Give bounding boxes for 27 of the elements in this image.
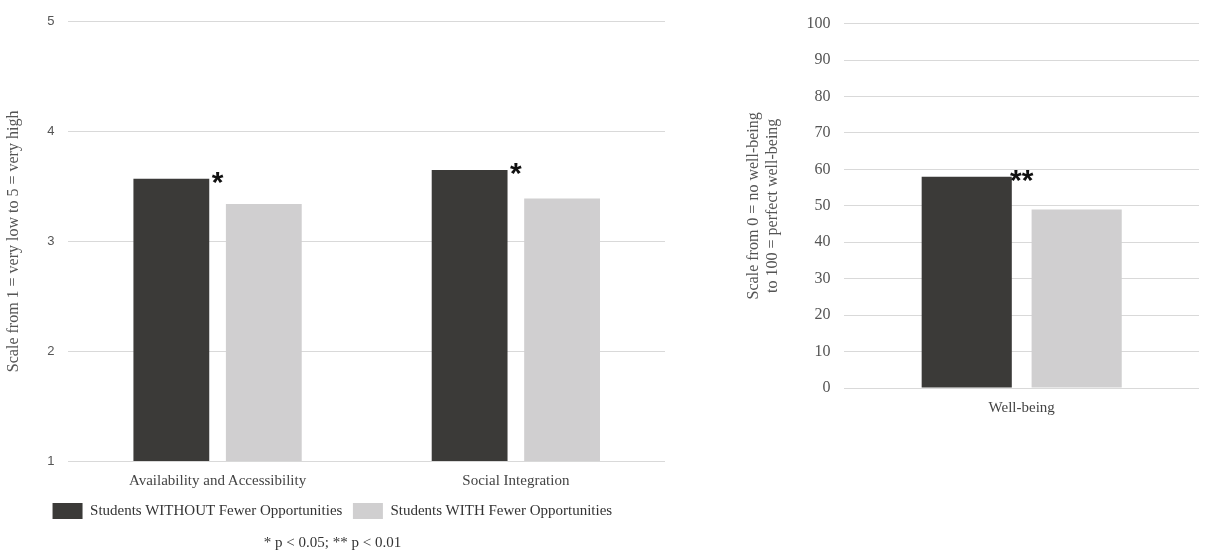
y-tick-label: 60 [814, 159, 831, 177]
y-tick-label: 10 [814, 341, 831, 359]
y-tick-label: 100 [806, 13, 831, 31]
y-tick-label: 4 [47, 123, 55, 139]
legend-label: Students WITHOUT Fewer Opportunities [90, 501, 343, 518]
y-axis-title: Scale from 1 = very low to 5 = very high [3, 110, 22, 373]
y-tick-label: 5 [47, 13, 55, 29]
y-tick-label: 2 [47, 342, 55, 358]
text: * p < 0.05; ** p < 0.01 [263, 533, 402, 550]
y-tick-label: 20 [814, 305, 831, 323]
y-tick-label: 80 [814, 86, 831, 104]
x-tick-label: Social Integration [462, 471, 570, 488]
y-tick-label: 70 [814, 123, 831, 141]
y-axis-title: Scale from 0 = no well-being to 100 = perfect well-being [743, 112, 781, 300]
y-tick-label: 1 [47, 452, 55, 468]
x-tick-label: Availability and Accessibility [128, 471, 307, 488]
y-tick-label: 0 [822, 378, 831, 396]
annotation: * [510, 156, 523, 190]
annotation: ** [1010, 162, 1034, 196]
y-tick-label: 90 [814, 50, 831, 68]
y-tick-label: 30 [814, 268, 831, 286]
y-tick-label: 50 [814, 196, 831, 213]
x-tick-label: Well-being [988, 398, 1056, 415]
y-tick-label: 3 [47, 232, 55, 248]
annotation: * [211, 165, 224, 199]
y-tick-label: 40 [814, 232, 831, 250]
legend-label: Students WITH Fewer Opportunities [390, 501, 613, 518]
